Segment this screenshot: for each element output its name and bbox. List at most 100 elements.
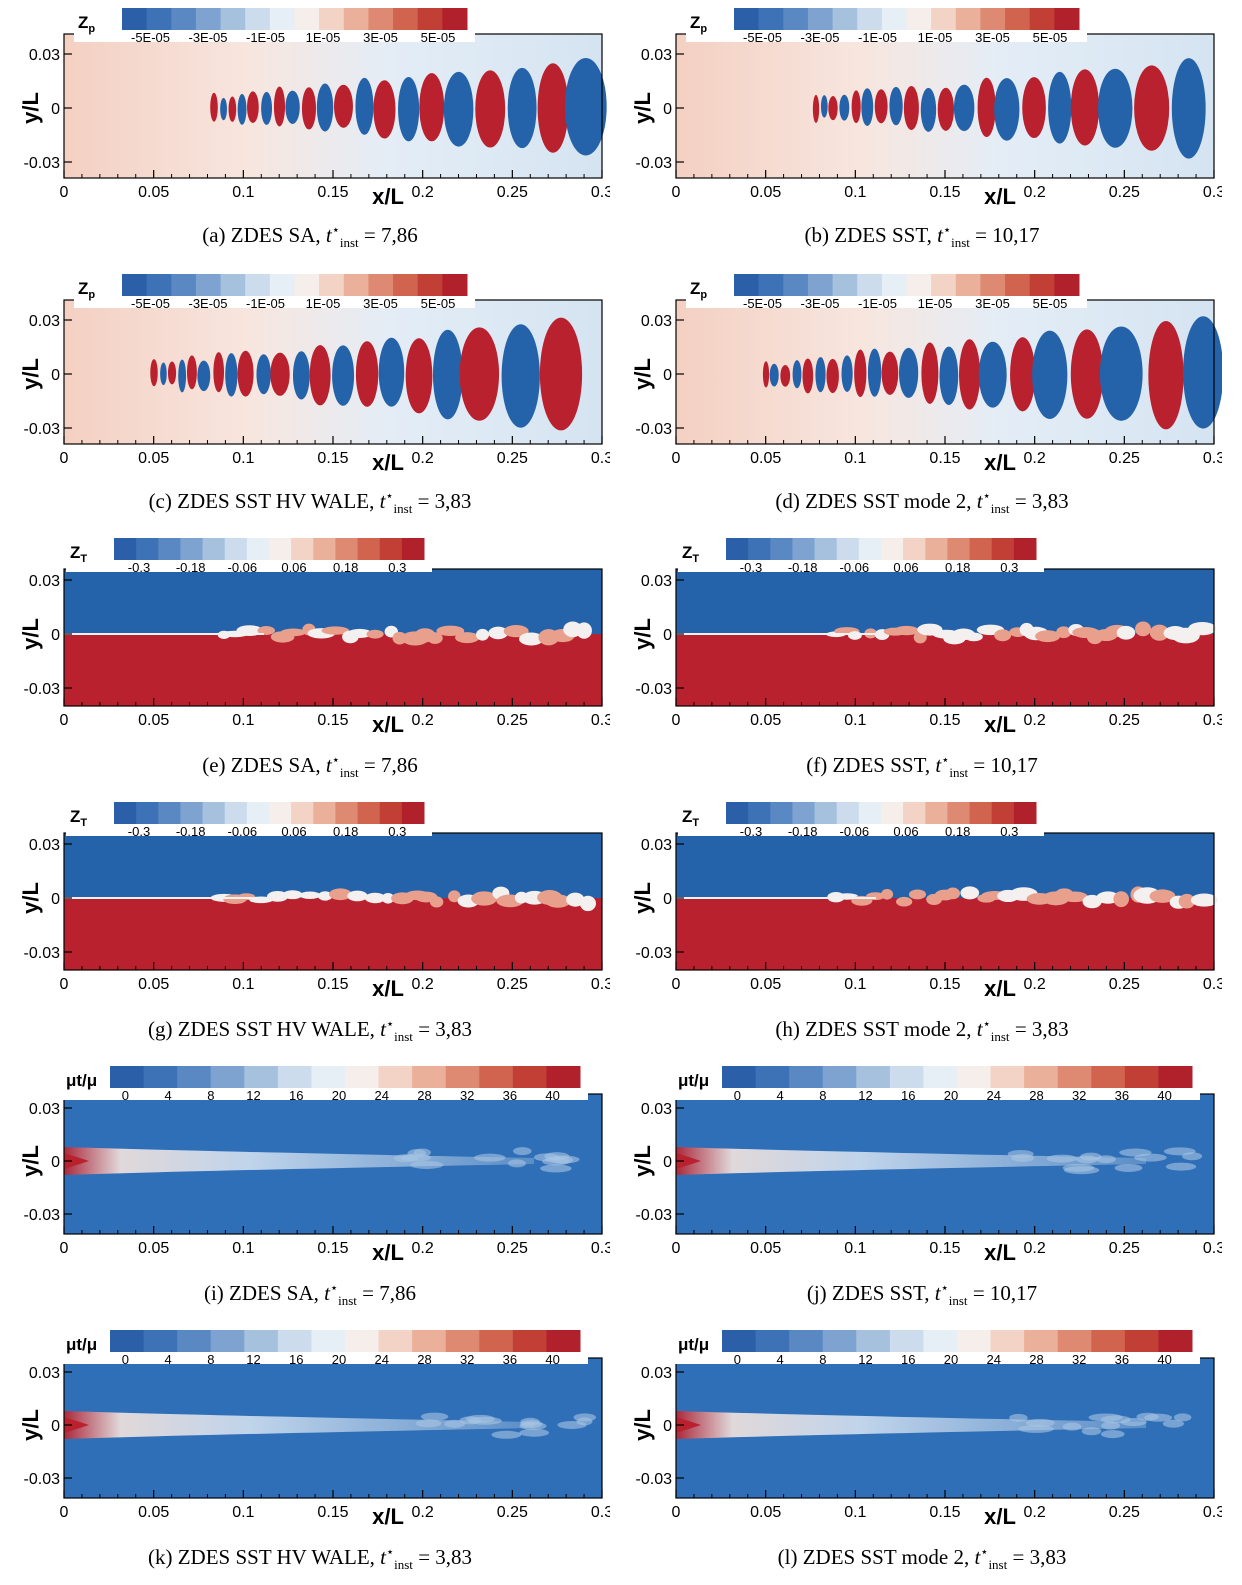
x-axis-label: x/L xyxy=(984,1504,1016,1529)
panel-caption: (e) ZDES SA, t⋆inst = 7,86 xyxy=(10,752,610,781)
colorbar-tick-label: 3E-05 xyxy=(975,296,1010,311)
y-tick-label: 0.03 xyxy=(641,313,672,330)
plot-a: Zp-5E-05 -3E-05 -1E-05 1E-05 3E-05 5E-050 0.05… xyxy=(18,6,610,209)
caption-time-value: = 7,86 xyxy=(363,223,418,247)
x-tick-label: 0.3 xyxy=(1203,712,1222,729)
x-tick-label: 0.05 xyxy=(138,712,169,729)
colorbar-tick-label: -5E-05 xyxy=(743,30,782,45)
colorbar-tick-label: 0.06 xyxy=(281,824,306,839)
x-tick-label: 0.25 xyxy=(1109,450,1140,467)
plot-j: μt/μ 0 4 8 12 16 20 24 28 32 36 40 0 0.05 0.1 0.15 0.2 0.… xyxy=(630,1064,1222,1265)
plot-g: ZT-0.3 -0.18 -0.06 0.06 0.18 0.30 0.05 0.1 0.15 0… xyxy=(18,800,610,1001)
panel-e: ZT -0.3 -0.18 -0.06 0.06 0.18 0.3 0 0.05 0.1 0.15 0… xyxy=(10,534,610,788)
colorbar-title: μt/μ xyxy=(678,1335,709,1354)
time-superscript: ⋆ xyxy=(331,752,340,767)
y-tick-label: -0.03 xyxy=(24,1207,61,1224)
colorbar-tick-label: 24 xyxy=(986,1352,1000,1367)
colorbar-tick-label: 1E-05 xyxy=(306,30,341,45)
time-symbol: t xyxy=(974,1545,981,1569)
x-tick-label: 0.15 xyxy=(317,450,348,467)
colorbar-tick-label: 12 xyxy=(246,1352,260,1367)
x-tick-label: 0.2 xyxy=(412,712,434,729)
colorbar-tick-label: 36 xyxy=(1115,1088,1129,1103)
colorbar-tick-label: 16 xyxy=(901,1352,915,1367)
time-superscript: ⋆ xyxy=(385,488,394,503)
caption-time-value: = 3,83 xyxy=(418,1017,473,1041)
panel-l: μt/μ 0 4 8 12 16 20 24 28 32 36 40 0 0.05 0.1 0.15 0.2 0.… xyxy=(622,1326,1222,1580)
caption-time-value: = 7,86 xyxy=(363,753,418,777)
colorbar-tick-label: -3E-05 xyxy=(800,30,839,45)
caption-time-value: = 3,83 xyxy=(1012,1545,1067,1569)
y-tick-label: 0.03 xyxy=(641,837,672,854)
time-symbol: t xyxy=(379,489,386,513)
x-tick-label: 0.2 xyxy=(1024,450,1046,467)
x-tick-label: 0.25 xyxy=(497,450,528,467)
x-tick-label: 0.3 xyxy=(1203,1240,1222,1257)
y-tick-label: 0.03 xyxy=(641,47,672,64)
y-axis-label: y/L xyxy=(18,882,43,914)
caption-time-value: = 3,83 xyxy=(418,1545,473,1569)
contour-field xyxy=(676,833,1218,970)
y-tick-label: 0 xyxy=(51,1154,60,1171)
y-tick-label: -0.03 xyxy=(636,945,673,962)
colorbar-tick-label: 0.18 xyxy=(333,560,358,575)
x-tick-label: 0.05 xyxy=(750,450,781,467)
x-tick-label: 0.3 xyxy=(591,1240,610,1257)
caption-time-value: = 3,83 xyxy=(1014,1017,1069,1041)
y-tick-label: 0 xyxy=(663,627,672,644)
x-tick-label: 0.2 xyxy=(412,450,434,467)
colorbar-tick-label: 0.3 xyxy=(1000,824,1018,839)
colorbar-tick-label: -1E-05 xyxy=(858,30,897,45)
time-symbol: t xyxy=(380,1545,386,1569)
caption-text: (l) ZDES SST mode 2, xyxy=(777,1545,970,1569)
colorbar-tick-label: 0.18 xyxy=(945,824,970,839)
time-symbol: t xyxy=(934,1281,941,1305)
colorbar-tick-label: -0.18 xyxy=(788,560,818,575)
x-tick-label: 0.15 xyxy=(317,712,348,729)
y-tick-label: 0 xyxy=(663,367,672,384)
colorbar-tick-label: 0.3 xyxy=(388,824,406,839)
caption-time-value: = 10,17 xyxy=(975,223,1040,247)
colorbar: ZT-0.3 -0.18 -0.06 0.06 0.18 0.3 xyxy=(66,536,432,575)
x-tick-label: 0.3 xyxy=(591,1504,610,1521)
colorbar-tick-label: -3E-05 xyxy=(188,296,227,311)
x-tick-label: 0 xyxy=(60,1240,69,1257)
time-subscript: inst xyxy=(988,1557,1008,1573)
y-tick-label: -0.03 xyxy=(24,421,61,438)
colorbar-tick-label: 1E-05 xyxy=(306,296,341,311)
x-tick-label: 0.15 xyxy=(929,450,960,467)
x-tick-label: 0.2 xyxy=(1024,1504,1046,1521)
x-tick-label: 0.25 xyxy=(497,976,528,993)
plot-f: ZT-0.3 -0.18 -0.06 0.06 0.18 0.30 0.05 0.1 0.15 0… xyxy=(630,536,1222,737)
panel-caption: (f) ZDES SST, t⋆inst = 10,17 xyxy=(622,752,1222,781)
caption-text: (c) ZDES SST HV WALE, xyxy=(148,489,375,513)
y-axis-label: y/L xyxy=(18,1409,43,1441)
panel-caption: (i) ZDES SA, t⋆inst = 7,86 xyxy=(10,1280,610,1309)
y-tick-label: 0.03 xyxy=(29,837,60,854)
x-tick-label: 0.2 xyxy=(1024,184,1046,201)
x-tick-label: 0.25 xyxy=(1109,184,1140,201)
colorbar-tick-label: 12 xyxy=(858,1352,872,1367)
colorbar-tick-label: -0.06 xyxy=(840,560,870,575)
x-tick-label: 0 xyxy=(672,1504,681,1521)
x-axis-label: x/L xyxy=(984,1240,1016,1265)
plot-d: Zp-5E-05 -3E-05 -1E-05 1E-05 3E-05 5E-050 0.05… xyxy=(630,272,1222,475)
caption-time-value: = 10,17 xyxy=(972,1281,1038,1305)
y-tick-label: 0 xyxy=(663,1154,672,1171)
panel-caption: (g) ZDES SST HV WALE, t⋆inst = 3,83 xyxy=(10,1016,610,1045)
x-tick-label: 0.1 xyxy=(844,1504,866,1521)
y-tick-label: -0.03 xyxy=(636,421,673,438)
colorbar-tick-label: -0.06 xyxy=(840,824,870,839)
colorbar-tick-label: 0.06 xyxy=(281,560,306,575)
panel-caption: (j) ZDES SST, t⋆inst = 10,17 xyxy=(622,1280,1222,1309)
x-tick-label: 0.05 xyxy=(750,1504,781,1521)
y-tick-label: 0 xyxy=(51,1418,60,1435)
panel-caption: (b) ZDES SST, t⋆inst = 10,17 xyxy=(622,222,1222,251)
x-tick-label: 0.3 xyxy=(591,712,610,729)
time-subscript: inst xyxy=(990,1029,1010,1045)
x-tick-label: 0.2 xyxy=(1024,976,1046,993)
contour-field xyxy=(676,34,1214,178)
x-axis-label: x/L xyxy=(984,712,1016,737)
x-tick-label: 0.05 xyxy=(138,1504,169,1521)
caption-time-value: = 7,86 xyxy=(362,1281,417,1305)
